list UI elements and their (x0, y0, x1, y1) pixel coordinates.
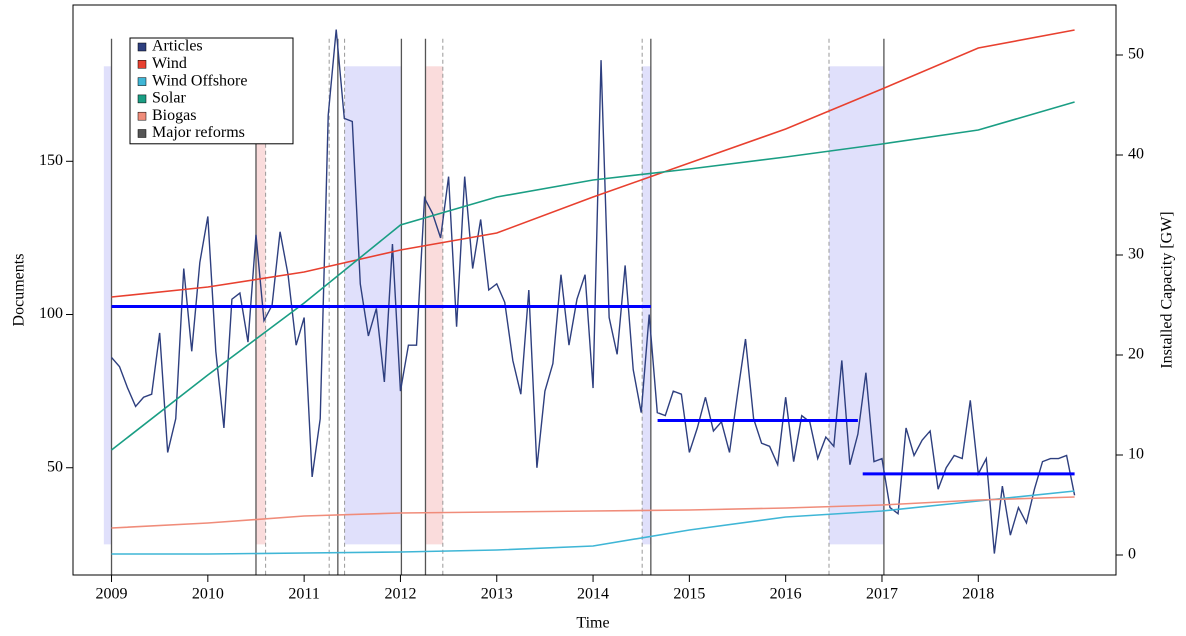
legend-swatch (137, 111, 147, 121)
legend-label: Solar (152, 90, 186, 107)
x-tick-label: 2015 (673, 586, 705, 603)
x-tick-label: 2013 (481, 586, 513, 603)
y2-tick-label: 50 (1128, 46, 1144, 63)
x-axis-label: Time (576, 615, 609, 632)
y2-tick-label: 40 (1128, 146, 1144, 163)
x-tick-label: 2017 (866, 586, 898, 603)
legend-swatch (137, 42, 147, 52)
period-band (103, 66, 112, 545)
y2-tick-label: 20 (1128, 346, 1144, 363)
legend-label: Articles (152, 38, 203, 55)
series-line (111, 490, 1075, 555)
period-band (829, 66, 884, 545)
legend-box (129, 37, 294, 145)
x-tick-label: 2009 (96, 586, 128, 603)
y2-tick-label: 30 (1128, 246, 1144, 263)
y2-axis-label: Installed Capacity [GW] (1159, 211, 1176, 368)
legend-swatch (137, 77, 147, 86)
x-tick-label: 2016 (770, 586, 802, 603)
y2-tick-label: 0 (1128, 546, 1136, 563)
x-tick-label: 2012 (384, 586, 416, 603)
series-line (111, 29, 1075, 298)
legend-swatch (137, 94, 147, 104)
x-tick-label: 2011 (288, 586, 319, 603)
y-tick-label: 100 (39, 305, 63, 322)
legend-label: Wind Offshore (152, 72, 247, 89)
series-line (111, 101, 1075, 451)
y2-tick-label: 10 (1128, 446, 1144, 463)
y-axis-label: Documents (11, 254, 28, 327)
legend-label: Wind (152, 55, 187, 72)
x-tick-label: 2010 (192, 586, 224, 603)
series-line (111, 496, 1075, 529)
y-tick-label: 50 (47, 458, 63, 475)
legend-swatch (137, 129, 147, 138)
x-tick-label: 2014 (577, 586, 609, 603)
legend-label: Biogas (152, 107, 196, 124)
legend-swatch (137, 60, 147, 69)
y-tick-label: 150 (39, 152, 63, 169)
plot-frame (72, 4, 1117, 576)
x-tick-label: 2018 (962, 586, 994, 603)
legend-label: Major reforms (152, 124, 245, 141)
